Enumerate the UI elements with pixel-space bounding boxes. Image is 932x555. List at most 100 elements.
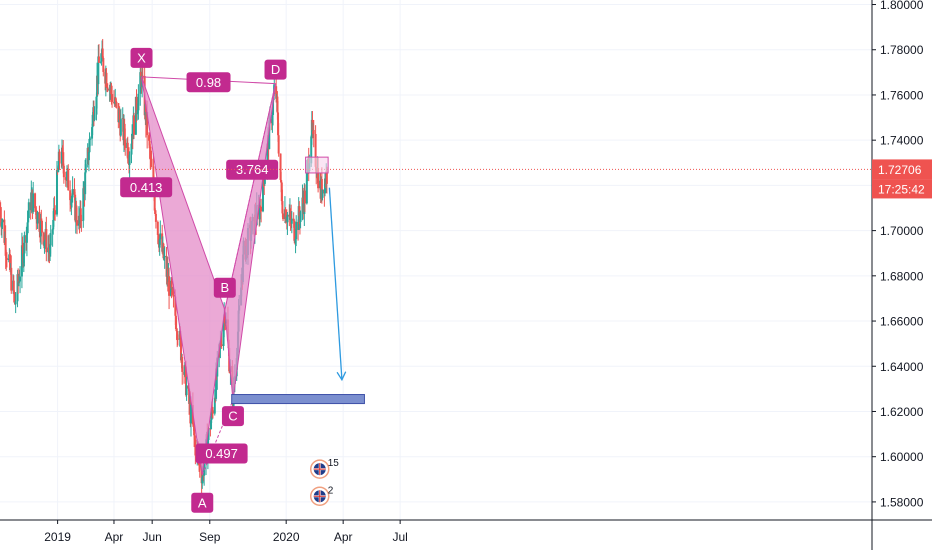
candle-body bbox=[192, 424, 195, 427]
candle-body bbox=[92, 107, 95, 120]
candle bbox=[5, 249, 8, 271]
y-tick-label: 1.62000 bbox=[880, 405, 924, 419]
point-label-x-text: X bbox=[137, 50, 146, 65]
candle bbox=[124, 128, 127, 156]
candle-body bbox=[14, 301, 17, 305]
candle-body bbox=[54, 210, 57, 215]
target-zone[interactable] bbox=[231, 394, 365, 405]
candle-body bbox=[198, 460, 201, 471]
candle-body bbox=[150, 158, 153, 167]
event-marker[interactable]: 2 bbox=[309, 485, 334, 507]
candle-body bbox=[298, 206, 301, 217]
candle bbox=[95, 92, 98, 121]
candle-body bbox=[280, 182, 283, 202]
candle bbox=[84, 158, 87, 174]
candle-body bbox=[271, 114, 274, 124]
candle bbox=[54, 205, 57, 221]
candle bbox=[163, 248, 166, 261]
candle-body bbox=[276, 96, 279, 113]
candle-body bbox=[39, 218, 42, 237]
candle-body bbox=[154, 213, 157, 222]
ratio-label-ac[interactable]: 0.497 bbox=[195, 443, 248, 464]
ratio-label-xb[interactable]: 0.413 bbox=[120, 177, 173, 198]
price-tag-bg bbox=[872, 159, 932, 180]
candle bbox=[49, 224, 52, 257]
candle-body bbox=[45, 229, 48, 253]
candle-body bbox=[42, 232, 45, 246]
candle bbox=[23, 231, 26, 267]
point-label-a[interactable]: A bbox=[191, 492, 214, 513]
candle-body bbox=[279, 153, 282, 180]
point-label-b[interactable]: B bbox=[213, 277, 236, 298]
candle-body bbox=[146, 111, 149, 136]
candle bbox=[93, 106, 96, 122]
candle-body bbox=[114, 98, 117, 102]
candle bbox=[91, 111, 94, 136]
candle bbox=[128, 151, 131, 178]
candle-body bbox=[27, 202, 30, 218]
ratio-label-ac-bg bbox=[195, 443, 248, 464]
point-label-c[interactable]: C bbox=[221, 406, 244, 427]
ratio-label-xd[interactable]: 0.98 bbox=[186, 72, 231, 93]
candle-body bbox=[23, 235, 26, 254]
candle bbox=[112, 90, 115, 105]
candle-body bbox=[220, 344, 223, 346]
point-label-d-text: D bbox=[271, 62, 280, 77]
candle-body bbox=[76, 220, 79, 226]
candle bbox=[295, 215, 298, 247]
candle-body bbox=[49, 233, 52, 246]
candle-body bbox=[115, 101, 118, 104]
candle-body bbox=[43, 241, 46, 246]
candle-body bbox=[211, 410, 214, 414]
candle-body bbox=[47, 247, 50, 251]
candle bbox=[158, 238, 161, 256]
ratio-label-xb-text: 0.413 bbox=[130, 180, 163, 195]
countdown-bg bbox=[872, 179, 932, 199]
candle-body bbox=[289, 211, 292, 218]
candle-body bbox=[84, 164, 87, 173]
candle-body bbox=[163, 255, 166, 258]
candle-body bbox=[13, 292, 16, 295]
candle-body bbox=[152, 166, 155, 182]
y-axis[interactable]: 1.800001.780001.760001.740001.720001.700… bbox=[872, 0, 924, 509]
candle-body bbox=[36, 212, 39, 224]
candle-body bbox=[87, 152, 90, 161]
candle-body bbox=[166, 268, 169, 282]
candle-body bbox=[52, 208, 55, 220]
entry-zone[interactable] bbox=[305, 156, 329, 174]
candle-body bbox=[297, 206, 300, 230]
candle-body bbox=[106, 86, 109, 88]
candle-body bbox=[157, 234, 160, 243]
candle-body bbox=[293, 220, 296, 241]
candle-body bbox=[302, 197, 305, 204]
candle-body bbox=[158, 239, 161, 248]
point-label-d[interactable]: D bbox=[264, 59, 287, 80]
candle-body bbox=[110, 86, 113, 95]
candle bbox=[60, 139, 63, 169]
forecast-arrow[interactable] bbox=[328, 187, 347, 382]
candle-body bbox=[4, 238, 7, 256]
candle-body bbox=[71, 189, 74, 198]
candle-body bbox=[174, 296, 177, 316]
candle bbox=[14, 292, 17, 314]
y-tick-label: 1.70000 bbox=[880, 224, 924, 238]
y-tick-label: 1.78000 bbox=[880, 43, 924, 57]
candle bbox=[174, 305, 177, 332]
candle-body bbox=[93, 114, 96, 120]
y-tick-label: 1.80000 bbox=[880, 0, 924, 12]
candle-body bbox=[277, 112, 280, 136]
ratio-label-xd-bg bbox=[186, 72, 231, 93]
candle bbox=[162, 242, 165, 260]
x-axis[interactable]: 2019 Apr Jun Sep 2020 Apr Jul bbox=[44, 520, 408, 544]
candle-body bbox=[97, 56, 100, 63]
event-marker[interactable]: 15 bbox=[309, 458, 340, 479]
candle bbox=[303, 184, 306, 213]
candle-body bbox=[1, 219, 4, 223]
candle-body bbox=[71, 197, 74, 200]
point-label-x[interactable]: X bbox=[130, 47, 153, 68]
candle bbox=[185, 376, 188, 401]
